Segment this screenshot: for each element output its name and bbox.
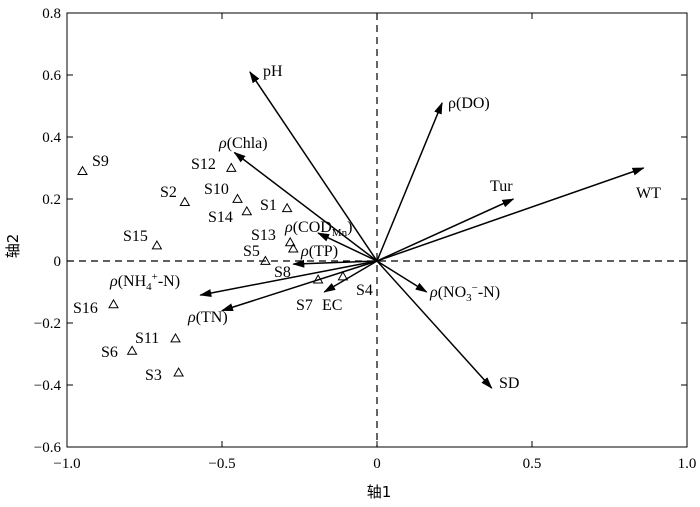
- vector-arrow: [376, 260, 493, 389]
- site-marker: [108, 298, 119, 309]
- vector-label-tn: ρ(TN): [187, 309, 228, 326]
- y-axis-title: 轴2: [4, 234, 22, 259]
- site-marker: [241, 205, 253, 216]
- vector-label-no3: ρ(NO3−-N): [429, 282, 500, 304]
- y-tick-label: −0.4: [34, 378, 62, 394]
- site-label-s6: S6: [101, 344, 118, 361]
- x-tick-label: 0.5: [523, 456, 542, 472]
- y-tick-label: 0.4: [42, 130, 61, 146]
- site-labels: S9 S12 S10 S2 S14 S1 S13 S15 S5 S8 S4 S7…: [73, 153, 373, 384]
- vector-arrow: [221, 260, 378, 312]
- vector-arrow: [233, 151, 378, 262]
- vector-label-ec: EC: [322, 297, 342, 314]
- x-tick-label: 0: [373, 456, 381, 472]
- site-marker: [126, 345, 138, 355]
- x-tick-label: −1.0: [53, 456, 80, 472]
- site-label-s11: S11: [135, 330, 159, 347]
- site-label-s15: S15: [123, 228, 148, 245]
- site-marker: [232, 193, 243, 203]
- site-marker: [151, 239, 163, 250]
- vector-label-DO: ρ(DO): [448, 95, 490, 112]
- site-marker: [179, 196, 191, 206]
- site-marker: [173, 367, 184, 377]
- x-tick-label: −0.5: [208, 456, 235, 472]
- vector-arrow: [292, 259, 378, 268]
- vector-label-nh4: ρ(NH4+-N): [109, 271, 180, 293]
- site-marker: [287, 243, 299, 253]
- vector-label-pH: pH: [263, 63, 283, 80]
- x-tick-label: 1.0: [678, 456, 697, 472]
- site-label-s5: S5: [243, 243, 260, 260]
- sampling-sites: [77, 162, 349, 377]
- x-axis-title: 轴1: [367, 483, 392, 501]
- site-label-s10: S10: [204, 181, 229, 198]
- vector-arrow: [376, 260, 428, 293]
- vector-labels: pH ρ(DO) ρ(Chla) Tur WT ρ(CODMn) ρ(TP) ρ…: [109, 63, 661, 392]
- site-marker: [284, 236, 296, 247]
- site-label-s7: S7: [296, 297, 313, 314]
- vector-label-wt: WT: [636, 185, 661, 202]
- site-label-s13: S13: [251, 227, 276, 244]
- site-marker: [337, 270, 349, 281]
- y-tick-label: −0.2: [34, 316, 61, 332]
- site-marker: [312, 274, 324, 284]
- y-tick-label: 0.6: [42, 68, 61, 84]
- site-marker: [281, 202, 293, 213]
- site-label-s9: S9: [92, 153, 109, 170]
- vector-arrow: [376, 101, 443, 262]
- site-label-s8: S8: [274, 264, 291, 281]
- site-marker: [170, 332, 181, 343]
- environment-vectors: [199, 71, 645, 389]
- y-tick-label: 0: [54, 254, 62, 270]
- site-label-s16: S16: [73, 300, 98, 317]
- site-label-s4: S4: [356, 282, 373, 299]
- vector-arrow: [376, 198, 515, 262]
- site-marker: [260, 255, 271, 265]
- site-label-s12: S12: [191, 156, 216, 173]
- site-label-s14: S14: [208, 209, 233, 226]
- y-tick-label: 0.2: [42, 192, 61, 208]
- y-tick-label: 0.8: [42, 6, 61, 22]
- vector-arrow: [199, 260, 378, 297]
- vector-label-chla: ρ(Chla): [218, 135, 268, 152]
- vector-label-sd: SD: [499, 375, 519, 392]
- site-label-s3: S3: [145, 367, 162, 384]
- vector-arrow: [249, 71, 378, 262]
- vector-arrow: [323, 260, 378, 293]
- y-tick-label: −0.6: [34, 440, 62, 456]
- vector-label-tur: Tur: [490, 178, 513, 195]
- vector-arrow: [376, 167, 645, 262]
- vector-label-tp: ρ(TP): [300, 243, 338, 260]
- site-label-s1: S1: [260, 197, 277, 214]
- vector-arrow: [317, 232, 378, 262]
- site-marker: [77, 165, 88, 175]
- vector-label-codmn: ρ(CODMn): [284, 219, 352, 239]
- axis-ticks: −1.0 −0.5 0 0.5 1.0 −0.6 −0.4 −0.2 0 0.2 0.4 0.6 0.8: [34, 6, 697, 472]
- site-marker: [225, 162, 237, 172]
- site-label-s2: S2: [160, 184, 177, 201]
